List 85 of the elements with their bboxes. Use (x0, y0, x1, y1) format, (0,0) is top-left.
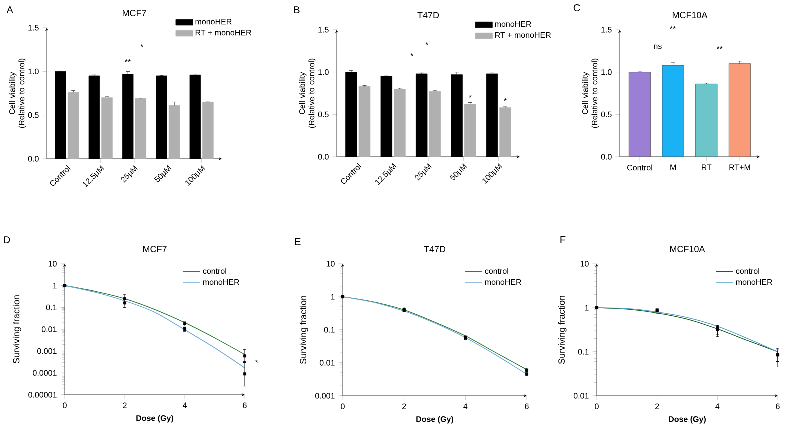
y-axis-title: Cell viability (Relative to control) (582, 58, 600, 128)
y-tick-label: 0.0 (318, 154, 329, 160)
y-axis-title: Surviving fraction (13, 296, 22, 364)
x-tick-label: 2 (402, 404, 406, 410)
legend-label: control (203, 268, 226, 274)
annotation: * (504, 98, 508, 102)
y-tick-label: 0.00001 (28, 392, 57, 398)
x-tick-label: 0 (341, 404, 345, 410)
legend-label: RT + monoHER (196, 30, 252, 36)
chart-title: T47D (424, 246, 446, 252)
y-tick-label: 0.5 (318, 112, 329, 118)
y-tick-label: 0.1 (324, 327, 335, 333)
x-tick-label: 6 (776, 404, 780, 410)
annotation: * (256, 360, 258, 363)
chart-title: T47D (418, 12, 440, 18)
y-tick-label: 1 (585, 305, 589, 311)
y-axis-title: Cell viability (Relative to control) (9, 58, 26, 128)
x-tick-label: RT (702, 164, 712, 170)
y-tick-label: 0.0001 (33, 370, 57, 376)
annotation: ** (125, 59, 132, 62)
y-tick-label: 1.0 (318, 69, 329, 76)
y-tick-label: 10 (326, 261, 335, 267)
y-tick-label: 1.5 (602, 27, 612, 33)
y-tick-label: 0.0 (601, 154, 612, 160)
x-tick-label: RT+M (730, 164, 750, 170)
x-tick-label: 0 (63, 402, 67, 408)
text: A (6, 6, 14, 14)
annotation: ns (654, 44, 662, 50)
annotation: * (426, 42, 428, 46)
y-tick-label: 10 (48, 261, 57, 267)
legend-label: control (485, 268, 508, 274)
chart-title: MCF7 (143, 246, 167, 252)
y-tick-label: 0.1 (578, 349, 589, 355)
x-tick-label: M (670, 164, 676, 170)
x-tick-label: 2 (656, 404, 660, 410)
x-tick-label: Control (628, 164, 652, 171)
x-tick-label: 4 (464, 404, 468, 410)
y-tick-label: 1 (331, 294, 335, 300)
legend-label: monoHER (203, 279, 240, 286)
x-tick-label: 6 (243, 402, 247, 408)
x-tick-label: 4 (716, 404, 720, 410)
annotation: * (468, 94, 472, 98)
y-tick-label: 10 (580, 261, 589, 267)
y-axis-title: Surviving fraction (300, 296, 308, 364)
chart-title: MCF10A (672, 12, 708, 18)
x-tick-label: 4 (182, 402, 187, 408)
y-tick-label: 1 (53, 283, 57, 289)
text: ** (670, 26, 676, 30)
y-tick-label: 0.01 (574, 393, 589, 399)
y-tick-label: 0.01 (42, 326, 57, 332)
x-tick-label: 0 (595, 404, 599, 410)
x-axis-title: Dose (Gy) (669, 416, 706, 424)
y-tick-label: 0.001 (38, 348, 57, 354)
legend-label: monoHER (495, 21, 532, 28)
legend-label: RT + monoHER (496, 32, 552, 38)
y-tick-label: 1.0 (602, 70, 612, 76)
y-axis-title: Cell viability (Relative to control) (299, 58, 316, 128)
y-axis-title: Surviving fraction (558, 296, 567, 364)
y-tick-label: 0.0 (28, 156, 39, 162)
chart-title: MCF10A (670, 246, 706, 252)
y-tick-label: 0.001 (315, 393, 335, 399)
text: F (560, 236, 566, 244)
x-axis-title: Dose (Gy) (416, 416, 454, 424)
y-tick-label: 0.1 (46, 304, 57, 310)
chart-title: MCF7 (122, 10, 146, 16)
y-tick-label: 0.5 (28, 112, 39, 118)
text: E (295, 238, 301, 246)
y-tick-label: 1.5 (28, 25, 39, 31)
y-tick-label: 1.0 (28, 68, 39, 74)
x-tick-label: 2 (123, 402, 127, 408)
text: D (4, 236, 10, 244)
x-tick-label: 6 (525, 404, 529, 410)
annotation: ** (716, 46, 723, 50)
y-tick-label: 0.5 (601, 112, 612, 118)
y-tick-label: 0.01 (320, 360, 335, 366)
annotation: * (140, 44, 144, 48)
annotation: * (410, 53, 414, 56)
legend-label: monoHER (196, 19, 232, 25)
text: B (294, 6, 300, 14)
legend-label: control (736, 268, 760, 274)
text: C (574, 4, 580, 12)
legend-label: monoHER (736, 279, 772, 286)
y-tick-label: 1.5 (318, 27, 329, 33)
x-axis-title: Dose (Gy) (136, 415, 174, 423)
legend-label: monoHER (485, 279, 522, 286)
